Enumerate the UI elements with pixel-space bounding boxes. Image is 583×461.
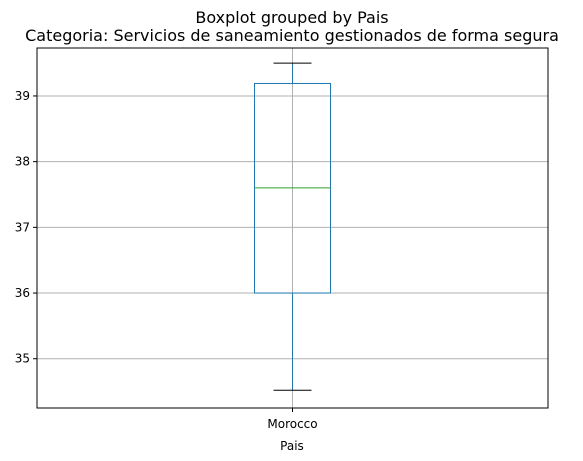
chart-title: Categoria: Servicios de saneamiento gest… [25,26,559,45]
grid-layer [37,48,548,408]
x-axis-label: Pais [280,439,304,453]
y-tick-label: 37 [15,220,30,234]
y-tick-label: 38 [15,155,30,169]
y-tick-label: 39 [15,89,30,103]
box-group [254,62,331,391]
x-ticks: Morocco [267,408,318,431]
y-ticks: 35 36 37 38 39 [15,89,37,366]
y-tick-label: 35 [15,352,30,366]
chart-suptitle: Boxplot grouped by Pais [195,8,388,27]
box-layer [254,62,331,391]
y-tick-label: 36 [15,286,30,300]
x-tick-label: Morocco [267,417,317,431]
